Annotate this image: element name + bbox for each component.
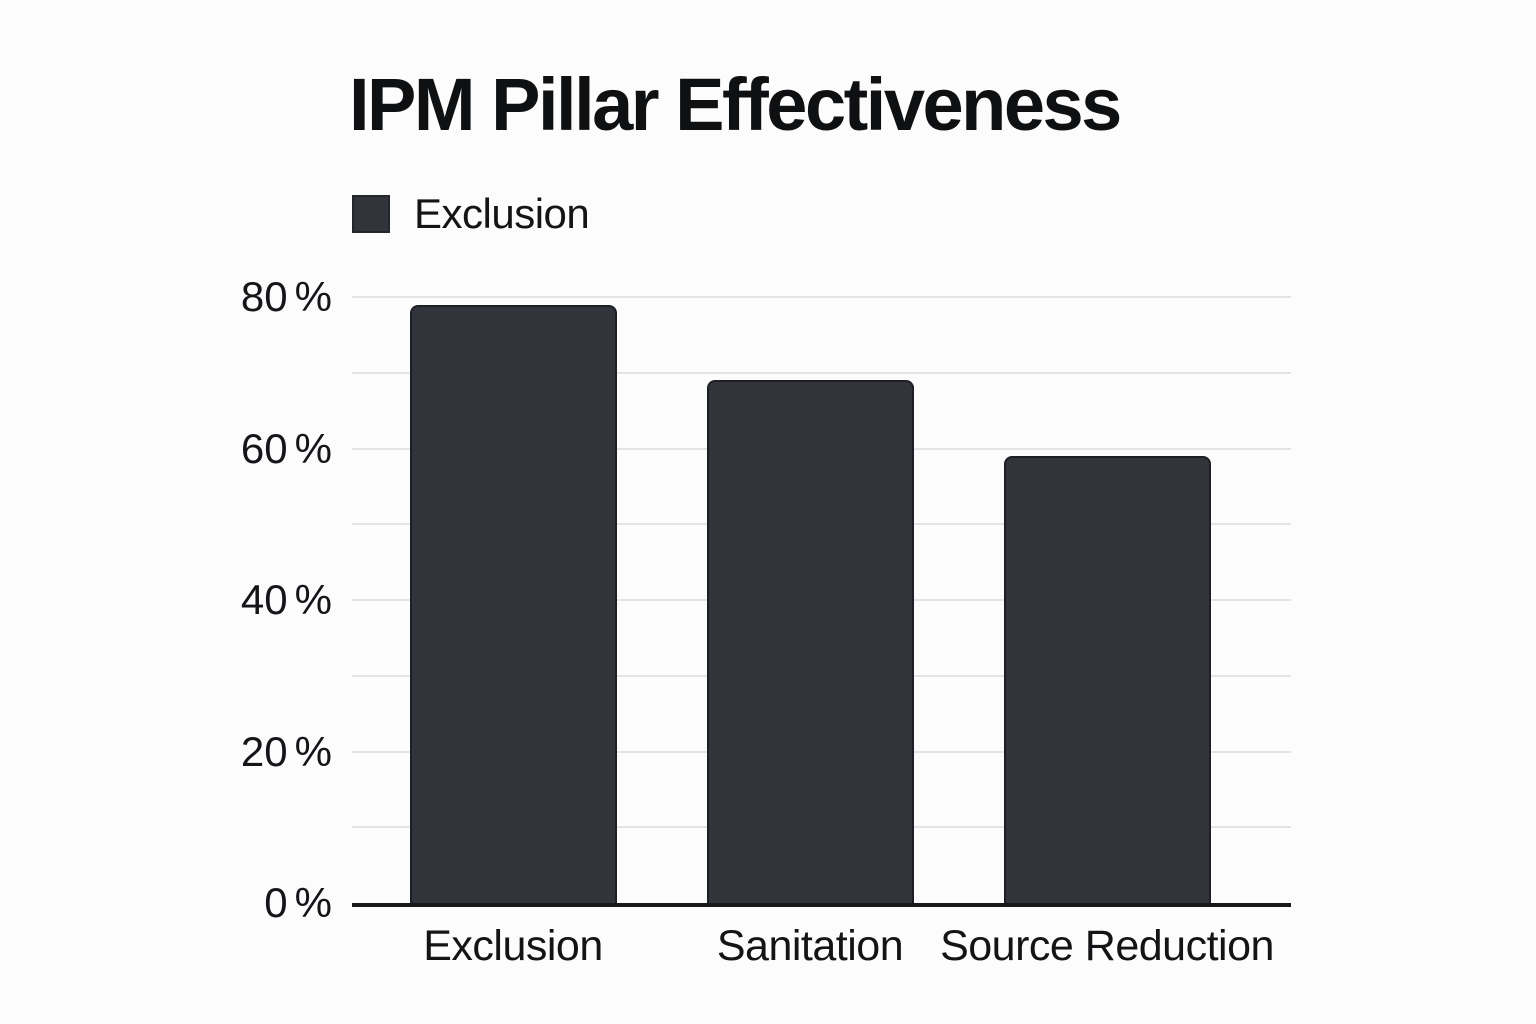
gridline [352, 296, 1291, 298]
y-axis-tick-label: 0% [264, 879, 332, 926]
x-axis-label-sanitation: Sanitation [716, 922, 904, 970]
bar-exclusion [409, 305, 617, 903]
legend-label: Exclusion [414, 190, 590, 237]
x-axis-label-source-reduction: Source Reduction [940, 922, 1274, 970]
bar-source-reduction [1003, 456, 1211, 903]
y-axis-tick-label: 20% [240, 727, 332, 775]
y-axis-tick-label: 60% [240, 424, 332, 472]
bar-sanitation [706, 380, 914, 903]
legend-swatch-icon [352, 195, 390, 233]
legend: Exclusion [352, 190, 590, 238]
y-axis-tick-label: 80% [240, 273, 332, 320]
plot-area [352, 296, 1291, 907]
chart-title: IPM Pillar Effectiveness [349, 63, 1122, 146]
y-axis-tick-label: 40% [240, 576, 332, 623]
x-axis-category-labels: Exclusion Sanitation Source Reduction [352, 922, 1291, 982]
x-axis-label-exclusion: Exclusion [423, 922, 603, 970]
gridline [352, 371, 1291, 374]
y-axis-tick-labels: 0% 20% 40% 60% 80% [160, 273, 332, 926]
